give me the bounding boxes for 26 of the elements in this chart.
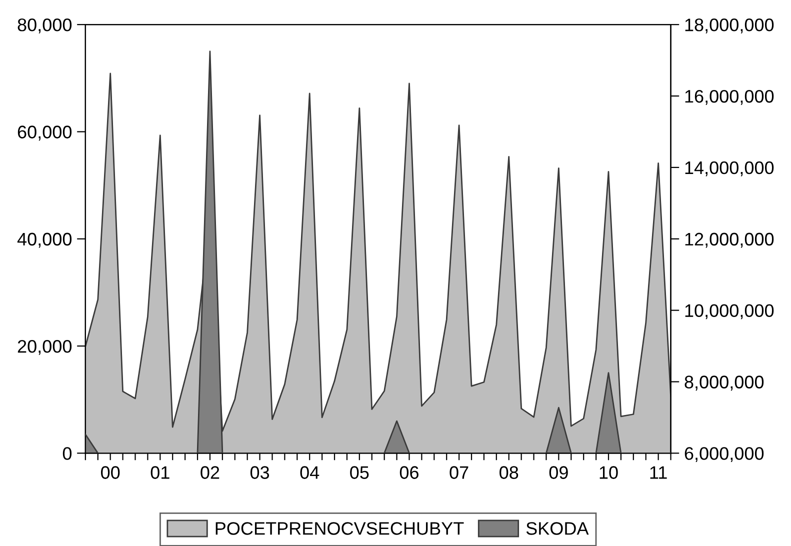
x-tick-label: 07 [450, 466, 468, 479]
x-tick-label: 04 [300, 466, 320, 479]
y-tick-label: 60,000 [18, 126, 72, 141]
legend-label: POCETPRENOCVSECHUBYT [216, 522, 464, 535]
x-tick-label: 05 [350, 466, 369, 479]
x-tick-label: 06 [400, 466, 418, 479]
legend-label: SKODA [526, 522, 589, 535]
x-tick-label: 03 [250, 466, 270, 479]
x-tick-label: 02 [200, 466, 220, 479]
y2-tick-label: 18,000,000 [685, 18, 774, 34]
y2-tick-label: 16,000,000 [685, 90, 774, 105]
x-tick-label: 09 [549, 466, 568, 479]
x-tick-label: 11 [650, 466, 667, 479]
y2-tick-label: 10,000,000 [685, 304, 774, 320]
y-tick-label: 20,000 [18, 340, 72, 355]
y-tick-label: 40,000 [17, 232, 72, 248]
y-tick-label: 0 [62, 447, 72, 460]
x-tick-label: 01 [150, 466, 170, 479]
y2-tick-label: 12,000,000 [685, 232, 774, 248]
x-tick-label: 00 [101, 466, 120, 479]
y2-tick-label: 6,000,000 [684, 447, 764, 462]
y2-tick-label: 14,000,000 [685, 161, 774, 176]
x-tick-label: 10 [600, 466, 618, 479]
x-tick-label: 08 [500, 466, 518, 479]
y2-tick-label: 8,000,000 [684, 376, 764, 391]
y-tick-label: 80,000 [18, 18, 72, 34]
